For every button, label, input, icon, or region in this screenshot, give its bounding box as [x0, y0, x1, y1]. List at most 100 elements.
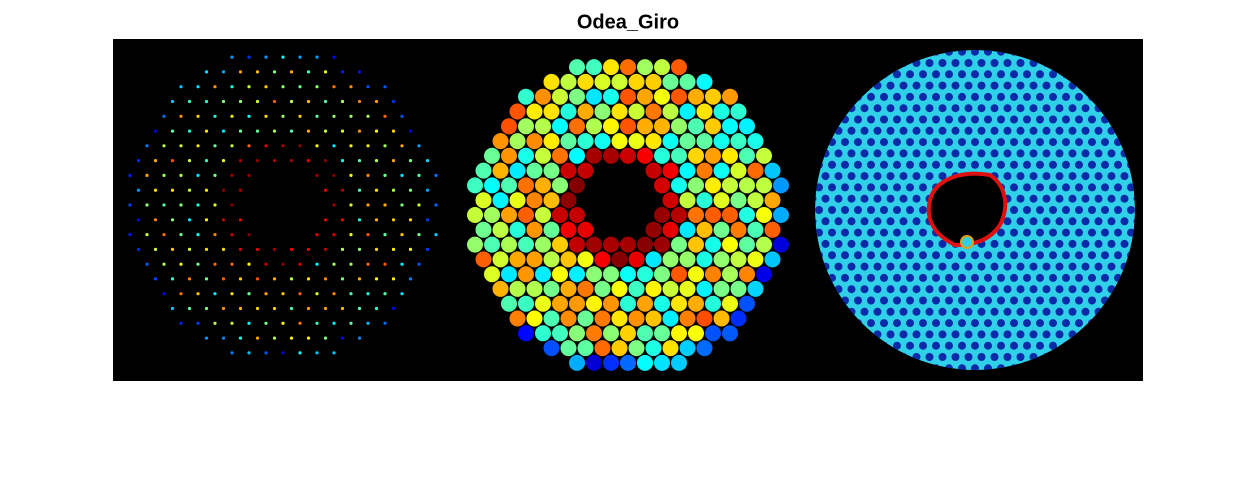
lattice-dot [873, 239, 882, 248]
fiber-dot [357, 277, 362, 281]
fiber-core [586, 118, 602, 135]
lattice-dot [1068, 172, 1077, 181]
fiber-core [654, 177, 670, 194]
lattice-dot [906, 70, 914, 79]
lattice-dot [1036, 70, 1044, 79]
lattice-dot [958, 160, 966, 169]
fiber-dot [255, 306, 260, 311]
fiber-core [611, 73, 628, 90]
fiber-core [628, 73, 645, 90]
fiber-core [756, 236, 772, 253]
lattice-dot [834, 217, 843, 226]
lattice-dot [1042, 330, 1051, 339]
lattice-dot [899, 262, 908, 271]
lattice-dot [1029, 149, 1038, 158]
lattice-dot [990, 330, 999, 339]
fiber-dot [434, 173, 438, 177]
lattice-dot [977, 262, 986, 271]
fiber-dot [128, 203, 132, 207]
fiber-core [747, 133, 764, 150]
lattice-dot [984, 138, 992, 147]
lattice-dot [841, 251, 849, 260]
lattice-dot [951, 104, 960, 113]
fiber-core [518, 177, 534, 194]
lattice-dot [1068, 126, 1077, 135]
lattice-dot [1016, 126, 1025, 135]
fiber-dot [162, 114, 166, 118]
fiber-core [560, 192, 577, 209]
lattice-dot [1114, 228, 1122, 237]
lattice-dot [1062, 206, 1070, 214]
fiber-core [518, 147, 534, 164]
fiber-dot [170, 306, 175, 311]
fiber-dot [264, 85, 268, 89]
fiber-core [654, 295, 670, 312]
lattice-dot [984, 160, 992, 169]
fiber-dot [306, 99, 311, 104]
lattice-dot [1016, 262, 1025, 271]
lattice-dot [997, 138, 1005, 147]
lattice-dot [938, 353, 947, 361]
fiber-dot [434, 203, 438, 207]
fiber-dot [255, 247, 260, 251]
fiber-dot [247, 55, 251, 59]
fiber-dot [264, 262, 268, 266]
lattice-dot [971, 251, 979, 260]
fiber-dot [425, 159, 430, 163]
fiber-core [722, 295, 738, 312]
fiber-dot [298, 144, 302, 148]
fiber-core [722, 266, 738, 283]
lattice-dot [854, 251, 862, 260]
fiber-dot [383, 173, 387, 177]
lattice-dot [1127, 183, 1135, 192]
lattice-dot [925, 59, 934, 67]
lattice-dot [1081, 194, 1090, 203]
lattice-dot [1075, 206, 1083, 214]
hole-bubble [960, 235, 974, 249]
fiber-core [688, 266, 704, 283]
fiber-dot [289, 129, 294, 133]
fiber-core [569, 236, 585, 253]
lattice-dot [847, 239, 856, 248]
lattice-dot [990, 149, 999, 158]
fiber-dot [170, 99, 175, 104]
fiber-dot [408, 247, 413, 251]
fiber-dot [187, 99, 192, 104]
fiber-dot [272, 336, 277, 340]
fiber-core [773, 177, 789, 194]
lattice-dot [938, 172, 947, 181]
fiber-core [509, 162, 526, 179]
fiber-dot [417, 144, 421, 148]
lattice-dot [932, 251, 940, 260]
lattice-dot [951, 126, 960, 135]
lattice-dot [867, 138, 875, 147]
fiber-core [492, 133, 509, 150]
fiber-core [569, 147, 585, 164]
lattice-dot [854, 273, 862, 282]
lattice-dot [990, 353, 999, 361]
lattice-dot [919, 160, 927, 169]
lattice-dot [873, 126, 882, 135]
lattice-dot [1088, 228, 1096, 237]
lattice-dot [899, 81, 908, 90]
fiber-core [620, 266, 636, 283]
lattice-dot [938, 239, 947, 248]
fiber-core [543, 162, 560, 179]
lattice-dot [867, 115, 875, 124]
lattice-dot [1062, 92, 1070, 101]
lattice-dot [1042, 285, 1051, 294]
lattice-dot [977, 330, 986, 339]
fiber-core [509, 251, 526, 268]
fiber-core [509, 221, 526, 238]
lattice-dot [873, 285, 882, 294]
fiber-dot [315, 55, 319, 59]
fiber-dot [162, 233, 166, 237]
fiber-dot [332, 85, 336, 89]
fiber-dot [247, 114, 251, 118]
lattice-dot [997, 92, 1005, 101]
fiber-dot [357, 129, 362, 133]
lattice-dot [912, 81, 921, 90]
lattice-dot [899, 104, 908, 113]
fiber-core [739, 118, 755, 135]
lattice-dot [1068, 262, 1077, 271]
